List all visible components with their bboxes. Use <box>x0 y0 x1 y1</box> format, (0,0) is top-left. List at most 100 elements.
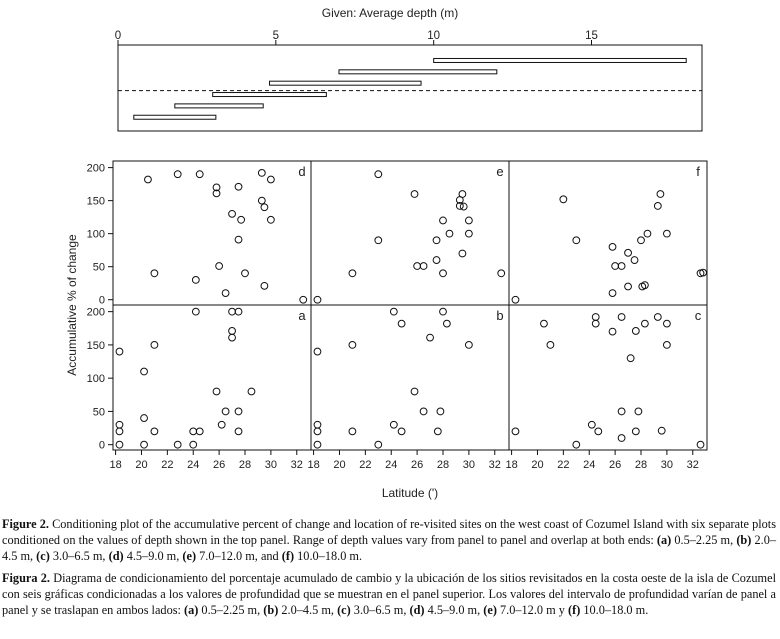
point-c-4 <box>591 313 600 321</box>
caption-en-range-1: 2.0–4.5 m, <box>2 533 777 563</box>
point-b-6 <box>374 440 383 449</box>
point-b-8 <box>397 319 406 328</box>
point-f-16 <box>608 289 617 298</box>
xtick-label-a-5: 28 <box>239 459 251 471</box>
ytick-label-a-2: 100 <box>87 373 105 385</box>
point-d-12 <box>266 215 275 224</box>
caption-en-label: Figure 2. <box>2 517 49 531</box>
point-e-11 <box>374 236 383 245</box>
point-e-17 <box>439 269 447 278</box>
point-c-1 <box>540 319 548 328</box>
caption-es-range-3: 4.5–9.0 m, <box>424 603 484 617</box>
point-f-2 <box>656 190 665 198</box>
point-c-14 <box>631 427 640 436</box>
point-d-6 <box>257 168 266 177</box>
xtick-label-a-2: 22 <box>161 459 173 471</box>
point-c-8 <box>608 327 617 336</box>
panel-label-e: e <box>496 164 503 179</box>
point-c-21 <box>696 440 705 449</box>
given-tick-label-1: 5 <box>273 30 279 42</box>
caption-en-range-4: 7.0–12.0 m, and <box>196 549 282 563</box>
xtick-label-b-2: 22 <box>359 459 371 471</box>
point-a-9 <box>173 440 182 449</box>
caption-es-range-4: 7.0–12.0 m y <box>496 603 568 617</box>
point-f-12 <box>617 262 626 270</box>
point-a-6 <box>140 414 148 422</box>
point-e-4 <box>455 196 464 204</box>
caption-es-range-1: 2.0–4.5 m, <box>278 603 338 617</box>
xtick-label-c-3: 24 <box>583 459 595 471</box>
point-d-14 <box>215 262 224 270</box>
coplot-chart: Given: Average depth (m) 0 5 10 15 d 0 50 100 150… <box>65 6 708 500</box>
given-tick-label-0: 0 <box>115 30 121 42</box>
caption-es-intro: Diagrama de condicionamiento del porcent… <box>2 571 776 617</box>
point-a-20 <box>234 427 243 436</box>
point-d-19 <box>260 281 269 290</box>
ytick-label-d-1: 50 <box>93 262 105 274</box>
point-f-13 <box>624 282 632 291</box>
xtick-label-c-1: 20 <box>531 459 543 471</box>
point-e-19 <box>497 269 506 278</box>
caption-en-key-4: (e) <box>182 549 197 563</box>
xtick-label-b-7: 32 <box>489 459 501 471</box>
point-a-16 <box>228 327 236 335</box>
point-c-10 <box>617 407 626 416</box>
point-d-5 <box>234 182 243 191</box>
xtick-label-b-4: 26 <box>411 459 423 471</box>
point-c-15 <box>634 407 643 416</box>
point-b-12 <box>419 407 428 416</box>
point-a-14 <box>212 387 221 396</box>
point-c-17 <box>653 313 662 321</box>
ytick-label-a-4: 200 <box>87 307 105 319</box>
point-b-5 <box>348 427 357 436</box>
point-d-13 <box>234 235 243 244</box>
given-interval-f <box>433 57 687 63</box>
point-e-18 <box>348 269 357 278</box>
given-interval-a <box>133 114 217 120</box>
xtick-label-c-0: 18 <box>505 459 517 471</box>
point-f-10 <box>630 256 639 264</box>
point-c-7 <box>594 427 603 436</box>
caption-es-label: Figura 2. <box>2 571 50 585</box>
point-a-15 <box>221 407 230 416</box>
point-c-2 <box>546 341 555 349</box>
xtick-label-b-0: 18 <box>307 459 319 471</box>
y-axis-label: Accumulative % of change <box>65 234 79 376</box>
point-d-1 <box>173 170 182 179</box>
caption-en-intro: Conditioning plot of the accumulative pe… <box>2 517 776 547</box>
point-b-3 <box>313 440 322 449</box>
caption-es-range-5: 10.0–18.0 m. <box>580 603 649 617</box>
point-e-1 <box>374 170 383 179</box>
point-b-17 <box>442 319 451 328</box>
xtick-label-a-6: 30 <box>265 459 277 471</box>
point-b-9 <box>389 420 398 429</box>
point-f-6 <box>643 229 652 238</box>
point-a-2 <box>115 427 124 436</box>
caption-english: Figure 2. Conditioning plot of the accum… <box>2 516 776 564</box>
caption-es-key-5: (f) <box>568 603 581 617</box>
point-e-8 <box>464 216 473 225</box>
caption-es-key-4: (e) <box>483 603 497 617</box>
point-d-18 <box>221 289 230 298</box>
xtick-label-a-4: 26 <box>213 459 225 471</box>
point-c-5 <box>591 319 600 328</box>
point-d-16 <box>150 269 159 278</box>
point-e-13 <box>458 249 467 258</box>
point-c-18 <box>662 319 671 328</box>
panel-label-d: d <box>298 164 305 179</box>
point-d-17 <box>191 275 200 284</box>
xtick-label-a-3: 24 <box>187 459 199 471</box>
panel-frame-f <box>508 160 708 306</box>
panel-frame-a <box>112 304 312 451</box>
point-d-3 <box>212 183 221 192</box>
point-c-3 <box>572 440 581 449</box>
xtick-label-b-6: 30 <box>463 459 475 471</box>
point-c-6 <box>587 420 596 429</box>
point-e-15 <box>413 262 422 270</box>
point-a-21 <box>247 387 256 396</box>
given-panel-frame <box>117 44 703 132</box>
point-d-0 <box>144 175 152 184</box>
point-a-23 <box>217 420 226 429</box>
point-c-11 <box>617 434 626 442</box>
point-f-3 <box>653 202 662 210</box>
